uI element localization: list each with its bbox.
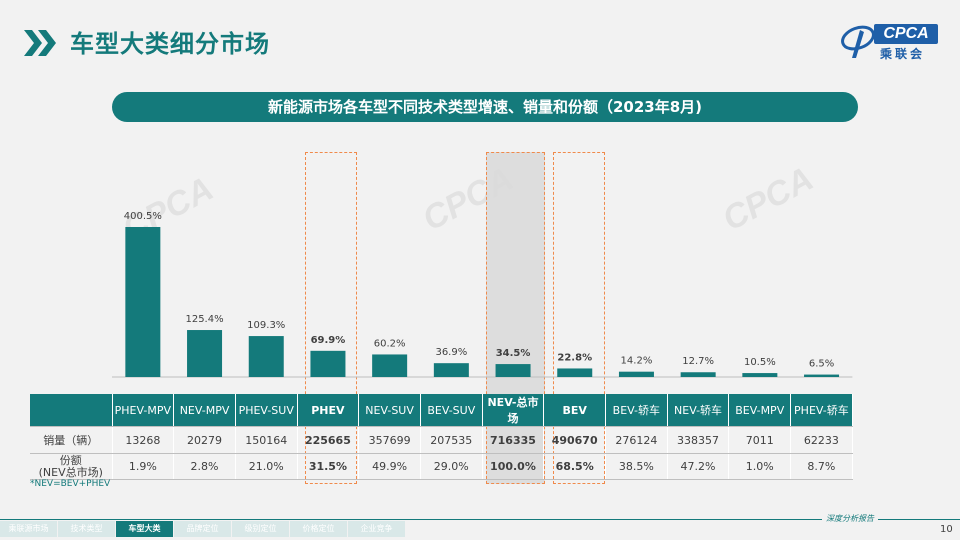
nav-tab[interactable]: 级别定位: [232, 521, 289, 537]
chevron-double-icon: [24, 30, 56, 56]
table-cell: 338357: [667, 426, 730, 454]
column-header: PHEV-MPV: [112, 394, 175, 427]
chart-banner: 新能源市场各车型不同技术类型增速、销量和份额（2023年8月): [112, 92, 858, 122]
table-cell: 7011: [728, 426, 792, 454]
table-cell: 1.9%: [112, 453, 175, 480]
table-corner: [30, 394, 113, 427]
footnote: *NEV=BEV+PHEV: [30, 479, 111, 489]
column-header: PHEV-SUV: [235, 394, 298, 427]
bar: [557, 368, 593, 377]
bar: [310, 350, 346, 377]
row-label: 销量（辆）: [30, 426, 113, 454]
table-cell: 357699: [358, 426, 421, 454]
logo-brand: CPCA: [883, 25, 929, 42]
bar: [742, 373, 778, 377]
nav-tab[interactable]: 价格定位: [290, 521, 347, 537]
column-header: BEV: [543, 394, 606, 427]
column-header: BEV-MPV: [728, 394, 792, 427]
nav-tab[interactable]: 车型大类: [116, 521, 173, 537]
data-label: 69.9%: [311, 335, 346, 346]
section-nav: 乘联源市场 技术类型 车型大类 品牌定位 级别定位 价格定位 企业竞争: [0, 521, 406, 540]
nav-tab[interactable]: 乘联源市场: [0, 521, 57, 537]
data-label: 22.8%: [557, 352, 592, 363]
page-number: 10: [940, 524, 953, 535]
table-row: 销量（辆） 13268 20279 150164 225665 357699 207535…: [30, 426, 853, 454]
bar: [618, 371, 654, 377]
column-header: NEV-MPV: [173, 394, 236, 427]
data-label: 125.4%: [185, 314, 223, 325]
footer-divider: [0, 519, 960, 520]
bar: [680, 372, 716, 377]
table-cell: 2.8%: [173, 453, 236, 480]
table-cell: 276124: [605, 426, 668, 454]
data-label: 60.2%: [374, 338, 406, 349]
table-cell: 47.2%: [667, 453, 730, 480]
column-header: NEV-总市场: [482, 394, 545, 427]
phev-highlight: [305, 152, 357, 484]
bev-highlight: [553, 152, 605, 484]
bar: [125, 227, 161, 377]
data-label: 6.5%: [809, 359, 834, 370]
table-cell: 21.0%: [235, 453, 298, 480]
column-header: PHEV: [297, 394, 360, 427]
nav-tab[interactable]: 品牌定位: [174, 521, 231, 537]
table-cell: 150164: [235, 426, 298, 454]
page-title: 车型大类细分市场: [70, 30, 270, 58]
nev-total-highlight: [486, 152, 545, 484]
footer-tagline: 深度分析报告: [822, 513, 878, 524]
data-label: 14.2%: [621, 356, 653, 367]
column-header: BEV-轿车: [605, 394, 668, 427]
row-label: 份额 (NEV总市场): [30, 453, 113, 480]
table-cell: 20279: [173, 426, 236, 454]
table-cell: 100.0%: [482, 453, 545, 480]
bar: [248, 336, 284, 377]
data-label: 36.9%: [435, 347, 467, 358]
logo-cn: 乘联会: [880, 47, 926, 61]
cpca-logo: CPCA 乘联会: [838, 20, 942, 64]
data-label: 12.7%: [682, 356, 714, 367]
table-row: 份额 (NEV总市场) 1.9% 2.8% 21.0% 31.5% 49.9% 29.0%…: [30, 453, 853, 480]
bar: [804, 374, 840, 377]
table-cell: 49.9%: [358, 453, 421, 480]
column-header: NEV-SUV: [358, 394, 421, 427]
column-header: BEV-SUV: [420, 394, 483, 427]
bar: [433, 363, 469, 377]
data-label: 34.5%: [496, 348, 531, 359]
nav-tab[interactable]: 技术类型: [58, 521, 115, 537]
data-label: 10.5%: [744, 357, 776, 368]
table-cell: 31.5%: [297, 453, 360, 480]
table-cell: 207535: [420, 426, 483, 454]
data-label: 400.5%: [124, 211, 162, 222]
bar: [495, 364, 531, 377]
table-cell: 716335: [482, 426, 545, 454]
nav-tab[interactable]: 企业竞争: [348, 521, 405, 537]
logo-emblem-icon: [841, 25, 875, 58]
data-label: 109.3%: [247, 320, 285, 331]
data-table: PHEV-MPV NEV-MPV PHEV-SUV PHEV NEV-SUV BEV-SU…: [30, 394, 853, 480]
column-header: NEV-轿车: [667, 394, 730, 427]
bar: [372, 354, 408, 377]
table-cell: 1.0%: [728, 453, 792, 480]
table-cell: 29.0%: [420, 453, 483, 480]
table-cell: 68.5%: [543, 453, 606, 480]
table-cell: 62233: [790, 426, 853, 454]
table-cell: 225665: [297, 426, 360, 454]
table-cell: 8.7%: [790, 453, 853, 480]
table-cell: 38.5%: [605, 453, 668, 480]
table-header-row: PHEV-MPV NEV-MPV PHEV-SUV PHEV NEV-SUV BEV-SU…: [30, 394, 853, 427]
table-cell: 13268: [112, 426, 175, 454]
table-cell: 490670: [543, 426, 606, 454]
bar: [187, 330, 223, 377]
column-header: PHEV-轿车: [790, 394, 853, 427]
